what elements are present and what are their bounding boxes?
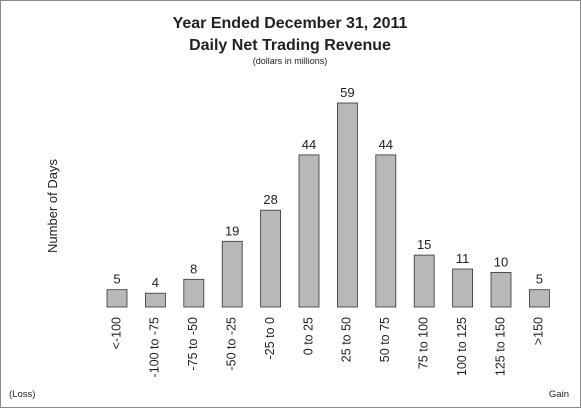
bar — [260, 209, 282, 308]
bar-value-label: 5 — [536, 272, 543, 287]
chart-subtitle: (dollars in millions) — [253, 56, 328, 66]
bar-value-label: 10 — [494, 254, 508, 269]
bar — [336, 102, 358, 308]
bar — [413, 254, 435, 308]
gain-label: Gain — [549, 389, 569, 400]
chart-title-line2: Daily Net Trading Revenue — [189, 37, 391, 54]
bar — [144, 292, 166, 308]
bar-value-label: 44 — [379, 137, 393, 152]
bar — [529, 289, 550, 308]
x-tick-label: 125 to 150 — [493, 317, 507, 376]
bar-value-label: 11 — [456, 251, 470, 266]
x-tick-label: 75 to 100 — [416, 317, 430, 369]
chart-title: Year Ended December 31, 2011 — [173, 15, 408, 32]
bar — [298, 154, 320, 308]
bar — [375, 154, 397, 308]
data-labels-group: 5 4 8 19 28 44 59 44 15 11 10 5 — [113, 85, 543, 290]
bar-value-label: 44 — [302, 137, 316, 152]
tick-labels-group: <-100 -100 to -75 -75 to -50 -50 to -25 -25 … — [109, 317, 545, 378]
loss-label: (Loss) — [9, 389, 35, 400]
bar — [183, 278, 205, 308]
bars-group — [106, 102, 550, 308]
x-tick-label: 0 to 25 — [301, 317, 315, 355]
x-tick-label: <-100 — [109, 317, 123, 349]
x-tick-label: -50 to -25 — [224, 317, 238, 371]
x-tick-label: 50 to 75 — [378, 317, 392, 362]
x-tick-label: -100 to -75 — [148, 317, 162, 378]
bar-value-label: 5 — [113, 272, 120, 287]
x-tick-label: >150 — [532, 317, 546, 345]
bar-value-label: 19 — [225, 223, 239, 238]
bar-value-label: 28 — [263, 192, 277, 207]
bar-value-label: 4 — [152, 275, 159, 290]
x-tick-label: -75 to -50 — [186, 317, 200, 371]
bar-value-label: 15 — [417, 237, 431, 252]
x-tick-label: -25 to 0 — [263, 317, 277, 359]
bar-value-label: 59 — [340, 85, 354, 100]
bar-value-label: 8 — [190, 261, 197, 276]
x-tick-label: 100 to 125 — [455, 317, 469, 376]
bar — [452, 268, 474, 308]
bar — [490, 271, 512, 308]
bar — [221, 240, 243, 308]
bar — [106, 289, 128, 308]
x-tick-label: 25 to 50 — [340, 317, 354, 362]
y-axis-label: Number of Days — [45, 159, 60, 253]
